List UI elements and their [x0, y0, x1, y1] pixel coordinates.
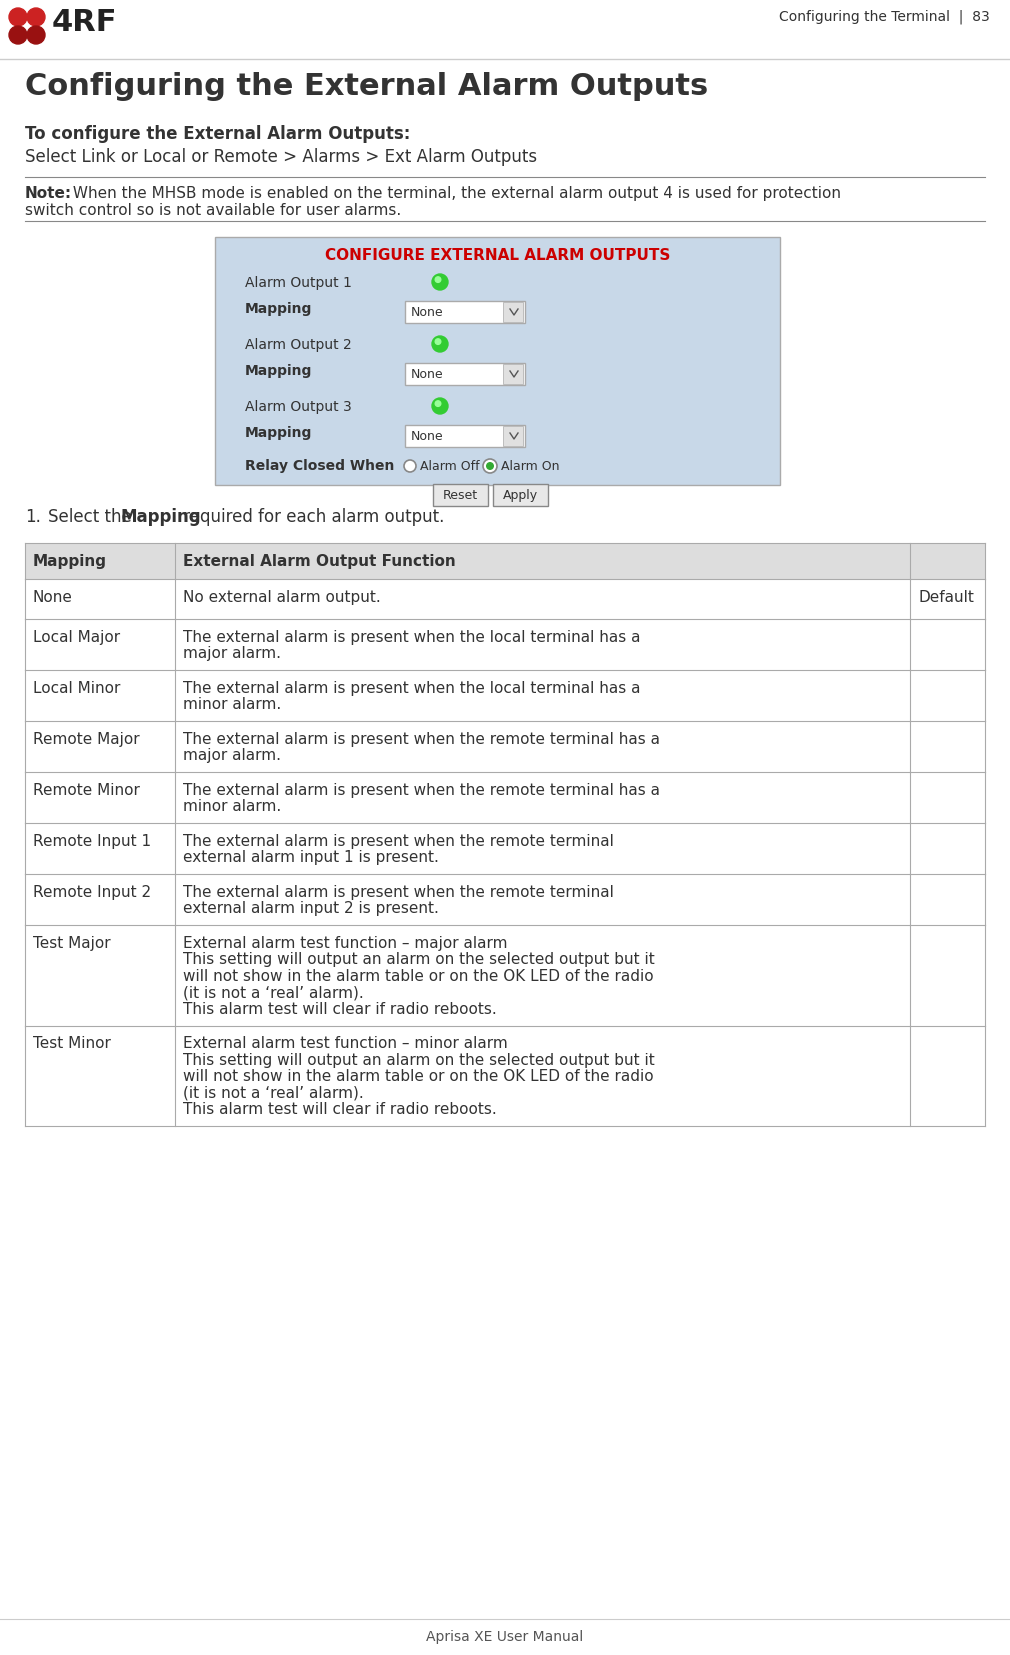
Text: 4RF: 4RF — [52, 8, 117, 36]
Bar — [25, 824, 985, 874]
Bar — [405, 301, 525, 324]
Circle shape — [432, 338, 448, 353]
Text: major alarm.: major alarm. — [183, 748, 281, 763]
Text: The external alarm is present when the local terminal has a: The external alarm is present when the l… — [183, 629, 640, 644]
Circle shape — [483, 460, 497, 473]
Text: External Alarm Output Function: External Alarm Output Function — [183, 554, 456, 569]
Bar — [405, 364, 525, 386]
Bar — [25, 925, 985, 1026]
Text: Remote Minor: Remote Minor — [33, 783, 139, 798]
Bar — [503, 427, 523, 447]
Circle shape — [27, 26, 45, 45]
Text: The external alarm is present when the remote terminal has a: The external alarm is present when the r… — [183, 732, 660, 746]
Text: This alarm test will clear if radio reboots.: This alarm test will clear if radio rebo… — [183, 1001, 497, 1016]
Text: Select Link or Local or Remote > Alarms > Ext Alarm Outputs: Select Link or Local or Remote > Alarms … — [25, 147, 537, 166]
Text: Test Major: Test Major — [33, 935, 111, 950]
Text: Mapping: Mapping — [245, 301, 312, 316]
Text: external alarm input 2 is present.: external alarm input 2 is present. — [183, 900, 439, 915]
Text: 1.: 1. — [25, 508, 40, 526]
Text: Remote Input 2: Remote Input 2 — [33, 884, 152, 899]
Text: Remote Input 1: Remote Input 1 — [33, 834, 152, 849]
Text: This setting will output an alarm on the selected output but it: This setting will output an alarm on the… — [183, 1053, 654, 1067]
Text: Aprisa XE User Manual: Aprisa XE User Manual — [426, 1629, 584, 1643]
Text: minor alarm.: minor alarm. — [183, 697, 281, 712]
Text: Alarm Off: Alarm Off — [420, 460, 480, 473]
Text: Alarm On: Alarm On — [501, 460, 560, 473]
Text: None: None — [411, 306, 443, 319]
Text: Default: Default — [918, 589, 974, 604]
Text: Mapping: Mapping — [33, 554, 107, 569]
Text: Mapping: Mapping — [245, 425, 312, 440]
Bar — [25, 670, 985, 722]
Text: Mapping: Mapping — [245, 364, 312, 377]
Circle shape — [435, 402, 440, 407]
Text: Note:: Note: — [25, 185, 72, 200]
Bar — [25, 773, 985, 824]
Bar — [503, 364, 523, 384]
Text: Test Minor: Test Minor — [33, 1036, 111, 1051]
Text: To configure the External Alarm Outputs:: To configure the External Alarm Outputs: — [25, 124, 410, 142]
Bar — [432, 485, 488, 506]
Bar — [215, 238, 780, 485]
Text: Configuring the Terminal  |  83: Configuring the Terminal | 83 — [780, 10, 990, 25]
Bar — [405, 425, 525, 449]
Text: No external alarm output.: No external alarm output. — [183, 589, 381, 604]
Circle shape — [404, 460, 416, 473]
Bar — [25, 1026, 985, 1127]
Text: The external alarm is present when the remote terminal has a: The external alarm is present when the r… — [183, 783, 660, 798]
Text: Reset: Reset — [442, 490, 478, 501]
Text: external alarm input 1 is present.: external alarm input 1 is present. — [183, 851, 439, 866]
Text: switch control so is not available for user alarms.: switch control so is not available for u… — [25, 204, 401, 218]
Text: The external alarm is present when the local terminal has a: The external alarm is present when the l… — [183, 680, 640, 695]
Text: This alarm test will clear if radio reboots.: This alarm test will clear if radio rebo… — [183, 1102, 497, 1117]
Text: Select the: Select the — [48, 508, 137, 526]
Circle shape — [432, 399, 448, 415]
Circle shape — [435, 339, 440, 346]
Circle shape — [27, 8, 45, 26]
Bar — [25, 722, 985, 773]
Text: External alarm test function – minor alarm: External alarm test function – minor ala… — [183, 1036, 508, 1051]
Text: Alarm Output 1: Alarm Output 1 — [245, 276, 351, 290]
Text: None: None — [411, 430, 443, 444]
Bar — [493, 485, 547, 506]
Text: Relay Closed When: Relay Closed When — [245, 458, 394, 473]
Text: The external alarm is present when the remote terminal: The external alarm is present when the r… — [183, 834, 614, 849]
Text: Local Minor: Local Minor — [33, 680, 120, 695]
Text: minor alarm.: minor alarm. — [183, 799, 281, 814]
Circle shape — [432, 275, 448, 291]
Text: (it is not a ‘real’ alarm).: (it is not a ‘real’ alarm). — [183, 1086, 364, 1101]
Text: major alarm.: major alarm. — [183, 645, 281, 660]
Text: will not show in the alarm table or on the OK LED of the radio: will not show in the alarm table or on t… — [183, 968, 653, 983]
Text: (it is not a ‘real’ alarm).: (it is not a ‘real’ alarm). — [183, 985, 364, 1000]
Text: When the MHSB mode is enabled on the terminal, the external alarm output 4 is us: When the MHSB mode is enabled on the ter… — [68, 185, 841, 200]
Text: This setting will output an alarm on the selected output but it: This setting will output an alarm on the… — [183, 952, 654, 967]
Circle shape — [435, 278, 440, 283]
Text: Local Major: Local Major — [33, 629, 120, 644]
Circle shape — [9, 8, 27, 26]
Text: None: None — [33, 589, 73, 604]
Text: Mapping: Mapping — [120, 508, 201, 526]
Text: Apply: Apply — [502, 490, 537, 501]
Circle shape — [486, 463, 494, 470]
Bar — [25, 619, 985, 670]
Text: External alarm test function – major alarm: External alarm test function – major ala… — [183, 935, 507, 950]
Bar — [25, 579, 985, 619]
Bar — [25, 874, 985, 925]
Text: Alarm Output 3: Alarm Output 3 — [245, 401, 351, 414]
Text: The external alarm is present when the remote terminal: The external alarm is present when the r… — [183, 884, 614, 899]
Bar — [503, 303, 523, 323]
Text: required for each alarm output.: required for each alarm output. — [178, 508, 444, 526]
Text: Remote Major: Remote Major — [33, 732, 139, 746]
Text: Alarm Output 2: Alarm Output 2 — [245, 338, 351, 353]
Text: None: None — [411, 369, 443, 381]
Circle shape — [9, 26, 27, 45]
Bar — [25, 544, 985, 579]
Text: will not show in the alarm table or on the OK LED of the radio: will not show in the alarm table or on t… — [183, 1069, 653, 1084]
Text: Configuring the External Alarm Outputs: Configuring the External Alarm Outputs — [25, 71, 708, 101]
Text: CONFIGURE EXTERNAL ALARM OUTPUTS: CONFIGURE EXTERNAL ALARM OUTPUTS — [325, 248, 671, 263]
